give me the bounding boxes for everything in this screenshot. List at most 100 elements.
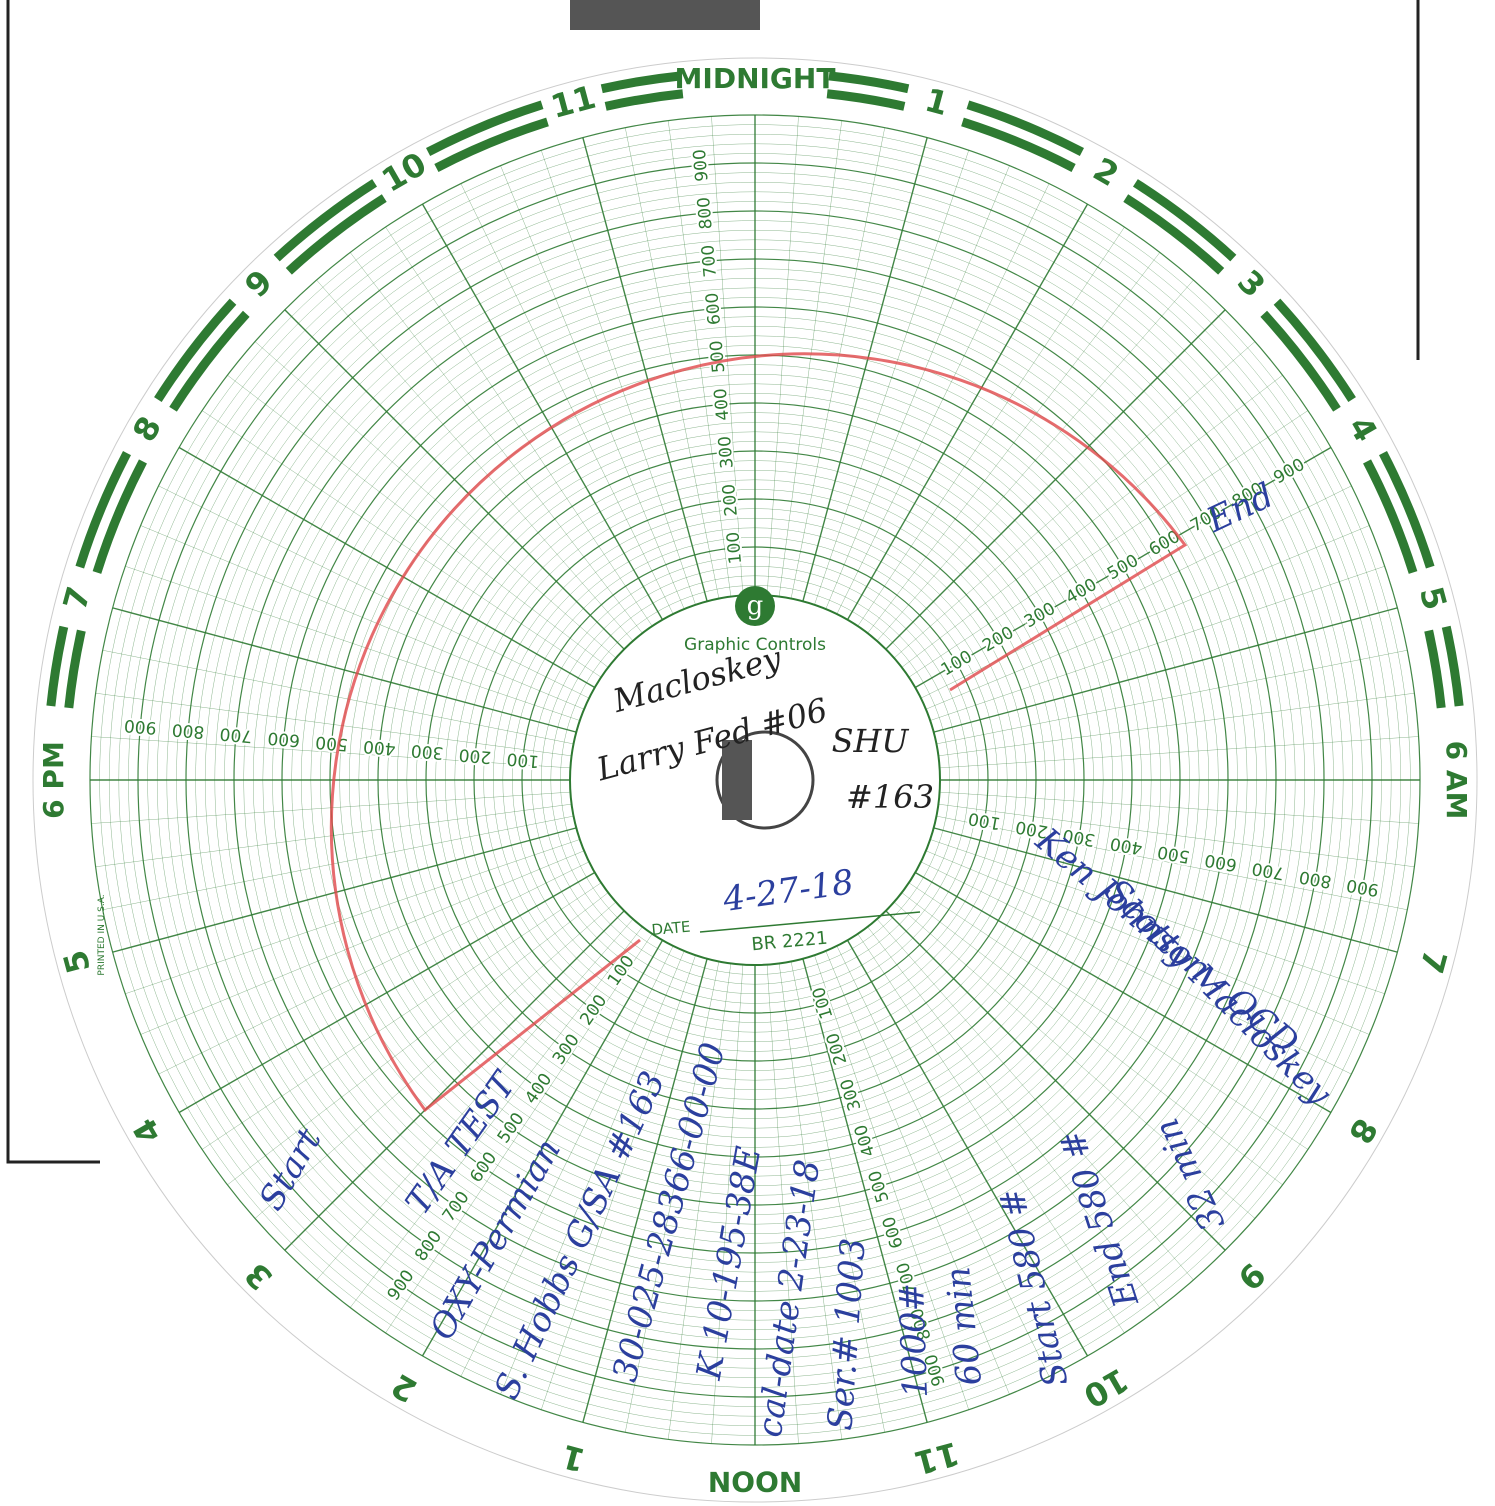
time-line (814, 955, 969, 1410)
spindle (722, 740, 752, 820)
time-line (95, 803, 572, 868)
date-label: DATE (651, 918, 691, 939)
time-line (914, 871, 1332, 1114)
time-line (939, 736, 1419, 769)
rim-bar (169, 310, 250, 412)
time-line (790, 961, 885, 1433)
time-line (284, 910, 625, 1251)
time-line (385, 226, 653, 627)
time-line (920, 861, 1352, 1075)
time-line (711, 964, 744, 1444)
time-line (158, 485, 590, 699)
grid (89, 114, 1421, 1446)
hour-label: 6 AM (1440, 741, 1473, 820)
time-line (930, 566, 1385, 721)
time-line (711, 116, 744, 596)
time-line (857, 226, 1125, 627)
time-line (766, 964, 799, 1444)
scale-label: 400 (362, 736, 396, 759)
time-line (867, 926, 1161, 1308)
time-line (908, 882, 1309, 1150)
scale-label: 500 (707, 340, 730, 374)
scale-label: 700 (219, 723, 253, 746)
time-line (766, 116, 799, 596)
time-line (178, 446, 596, 689)
time-line (778, 120, 843, 597)
rim-bar (966, 100, 1084, 156)
time-line (893, 341, 1256, 659)
time-line (846, 203, 1089, 621)
rim-bar (1132, 179, 1237, 262)
rim-bar (273, 179, 378, 262)
rim-bar (46, 625, 69, 707)
scale-label: 800 (171, 719, 205, 742)
rim-bar (600, 71, 682, 94)
scale-label: 200 (458, 744, 492, 767)
imprint: PRINTED IN U.S.A. (97, 894, 107, 975)
rim-bar (1424, 629, 1446, 709)
time-line (112, 607, 577, 733)
time-line (885, 309, 1226, 650)
time-line (825, 165, 1010, 610)
time-line (814, 150, 969, 605)
time-line (901, 374, 1283, 668)
time-line (885, 910, 1226, 1251)
time-line (836, 945, 1050, 1377)
time-line (893, 901, 1256, 1219)
time-line (178, 871, 596, 1114)
time-line (500, 165, 685, 610)
scale-label: 500 (315, 732, 349, 755)
time-line (460, 945, 674, 1377)
time-line (667, 963, 732, 1440)
time-line (112, 827, 577, 953)
time-line (936, 815, 1408, 910)
time-line (876, 918, 1194, 1281)
time-line (140, 525, 585, 710)
time-line (938, 803, 1415, 868)
time-line (284, 309, 625, 650)
time-line (667, 120, 732, 597)
scale-label: 600 (267, 727, 301, 750)
time-line (925, 525, 1370, 710)
scale-label: 300 (715, 435, 738, 469)
time-line (421, 939, 664, 1357)
time-line (316, 279, 634, 642)
scale-label: 300 (410, 740, 444, 763)
time-line (125, 839, 580, 994)
mount (570, 0, 760, 30)
rim-bar (64, 629, 86, 709)
rim-bar (92, 459, 147, 574)
time-line (938, 692, 1415, 757)
frame (6, 0, 1420, 1164)
time-line (825, 950, 1010, 1395)
rim-bar (1363, 459, 1418, 574)
note: 1000# (892, 1282, 936, 1398)
time-line (201, 882, 602, 1150)
time-line (802, 958, 928, 1423)
rim-bar (285, 194, 387, 275)
hour-label: MIDNIGHT (675, 62, 836, 95)
time-line (582, 958, 708, 1423)
time-line (316, 918, 634, 1281)
time-line (930, 839, 1385, 994)
time-line (541, 955, 696, 1410)
time-line (158, 861, 590, 1075)
time-line (625, 961, 720, 1433)
rim-bar (75, 451, 131, 569)
logo-mark (735, 586, 775, 626)
scale-label: 900 (123, 715, 157, 738)
scale-label: 600 (702, 292, 725, 326)
time-line (836, 183, 1050, 615)
time-line (778, 963, 843, 1440)
time-line (95, 692, 572, 757)
time-line (541, 150, 696, 605)
time-line (102, 650, 574, 745)
rim-bar (604, 89, 684, 111)
scale-label: 300 (1061, 824, 1096, 849)
time-line (140, 850, 585, 1035)
rim-bar (1273, 298, 1356, 403)
time-line (625, 127, 720, 599)
rim-bar (828, 71, 910, 94)
